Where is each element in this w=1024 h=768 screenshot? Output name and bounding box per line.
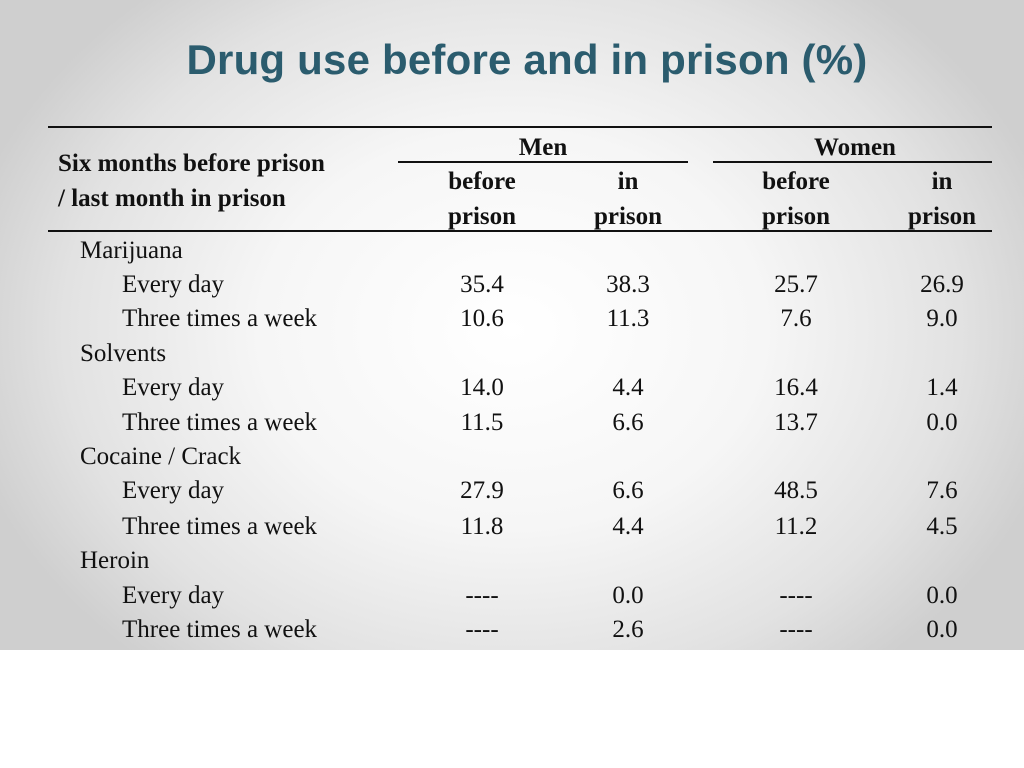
table-cell: ---- xyxy=(465,582,499,609)
section-label: Heroin xyxy=(80,547,150,574)
table-cell: 11.8 xyxy=(460,513,504,540)
row-header-line-2: / last month in prison xyxy=(58,185,286,212)
table-cell: 13.7 xyxy=(774,409,818,436)
section-label: Cocaine / Crack xyxy=(80,443,242,470)
table-cell: 16.4 xyxy=(774,374,818,401)
table-cell: 1.4 xyxy=(926,374,958,401)
slide: Drug use before and in prison (%) Six mo… xyxy=(0,0,1024,650)
women-group-rule xyxy=(713,161,992,163)
table-cell: 7.6 xyxy=(926,477,958,504)
col-header-men-in-1: in xyxy=(617,168,639,195)
table-cell: 4.4 xyxy=(612,374,644,401)
section-label: Solvents xyxy=(80,340,167,367)
table-cell: 0.0 xyxy=(926,582,958,609)
slide-title: Drug use before and in prison (%) xyxy=(186,36,868,83)
table-cell: 27.9 xyxy=(460,477,504,504)
table-cell: 38.3 xyxy=(606,271,650,298)
row-label: Every day xyxy=(122,374,225,401)
table-row: Every day 27.9 6.6 48.5 7.6 xyxy=(48,478,992,508)
table-cell: 35.4 xyxy=(460,271,504,298)
table-cell: 11.3 xyxy=(606,305,650,332)
table-cell: 6.6 xyxy=(612,477,644,504)
table-cell: 11.2 xyxy=(774,513,818,540)
table-cell: 0.0 xyxy=(926,409,958,436)
table-row: Three times a week 11.5 6.6 13.7 0.0 xyxy=(48,410,992,440)
section-label: Marijuana xyxy=(80,237,183,264)
col-header-men-before-1: before xyxy=(448,168,516,195)
table-cell: 26.9 xyxy=(920,271,964,298)
table-cell: 7.6 xyxy=(780,305,812,332)
table-top-rule xyxy=(48,126,992,128)
table-row: Three times a week 11.8 4.4 11.2 4.5 xyxy=(48,514,992,544)
row-header-line-1: Six months before prison xyxy=(58,150,325,177)
header-bottom-rule xyxy=(48,230,992,232)
men-group-rule xyxy=(398,161,688,163)
table-cell: 14.0 xyxy=(460,374,504,401)
table-cell: 25.7 xyxy=(774,271,818,298)
table-row: Every day 14.0 4.4 16.4 1.4 xyxy=(48,375,992,405)
row-label: Every day xyxy=(122,582,225,609)
table-cell: ---- xyxy=(779,582,813,609)
table-row: Three times a week ---- 2.6 ---- 0.0 xyxy=(48,617,992,647)
table-cell: 9.0 xyxy=(926,305,958,332)
col-header-men-in-2: prison xyxy=(593,203,663,230)
drug-use-table: Six months before prison / last month in… xyxy=(48,126,992,646)
table-cell: 0.0 xyxy=(612,582,644,609)
table-cell: ---- xyxy=(465,616,499,643)
table-cell: 6.6 xyxy=(612,409,644,436)
table-row: Three times a week 10.6 11.3 7.6 9.0 xyxy=(48,306,992,336)
col-header-women-before-2: prison xyxy=(761,203,831,230)
table-cell: 0.0 xyxy=(926,616,958,643)
row-label: Three times a week xyxy=(122,305,318,332)
group-header-men: Men xyxy=(518,134,568,161)
row-label: Three times a week xyxy=(122,513,318,540)
table-cell: 4.5 xyxy=(926,513,958,540)
table-cell: 4.4 xyxy=(612,513,644,540)
col-header-women-in-2: prison xyxy=(907,203,977,230)
row-label: Every day xyxy=(122,271,225,298)
table-cell: 11.5 xyxy=(460,409,504,436)
group-header-women: Women xyxy=(814,134,896,161)
table-cell: 48.5 xyxy=(774,477,818,504)
col-header-women-before-1: before xyxy=(762,168,830,195)
table-cell: 10.6 xyxy=(460,305,504,332)
col-header-men-before-2: prison xyxy=(447,203,517,230)
row-label: Three times a week xyxy=(122,616,318,643)
row-label: Every day xyxy=(122,477,225,504)
table-row: Every day 35.4 38.3 25.7 26.9 xyxy=(48,272,992,302)
table-cell: ---- xyxy=(779,616,813,643)
row-label: Three times a week xyxy=(122,409,318,436)
table-row: Every day ---- 0.0 ---- 0.0 xyxy=(48,583,992,613)
col-header-women-in-1: in xyxy=(931,168,953,195)
table-cell: 2.6 xyxy=(612,616,644,643)
